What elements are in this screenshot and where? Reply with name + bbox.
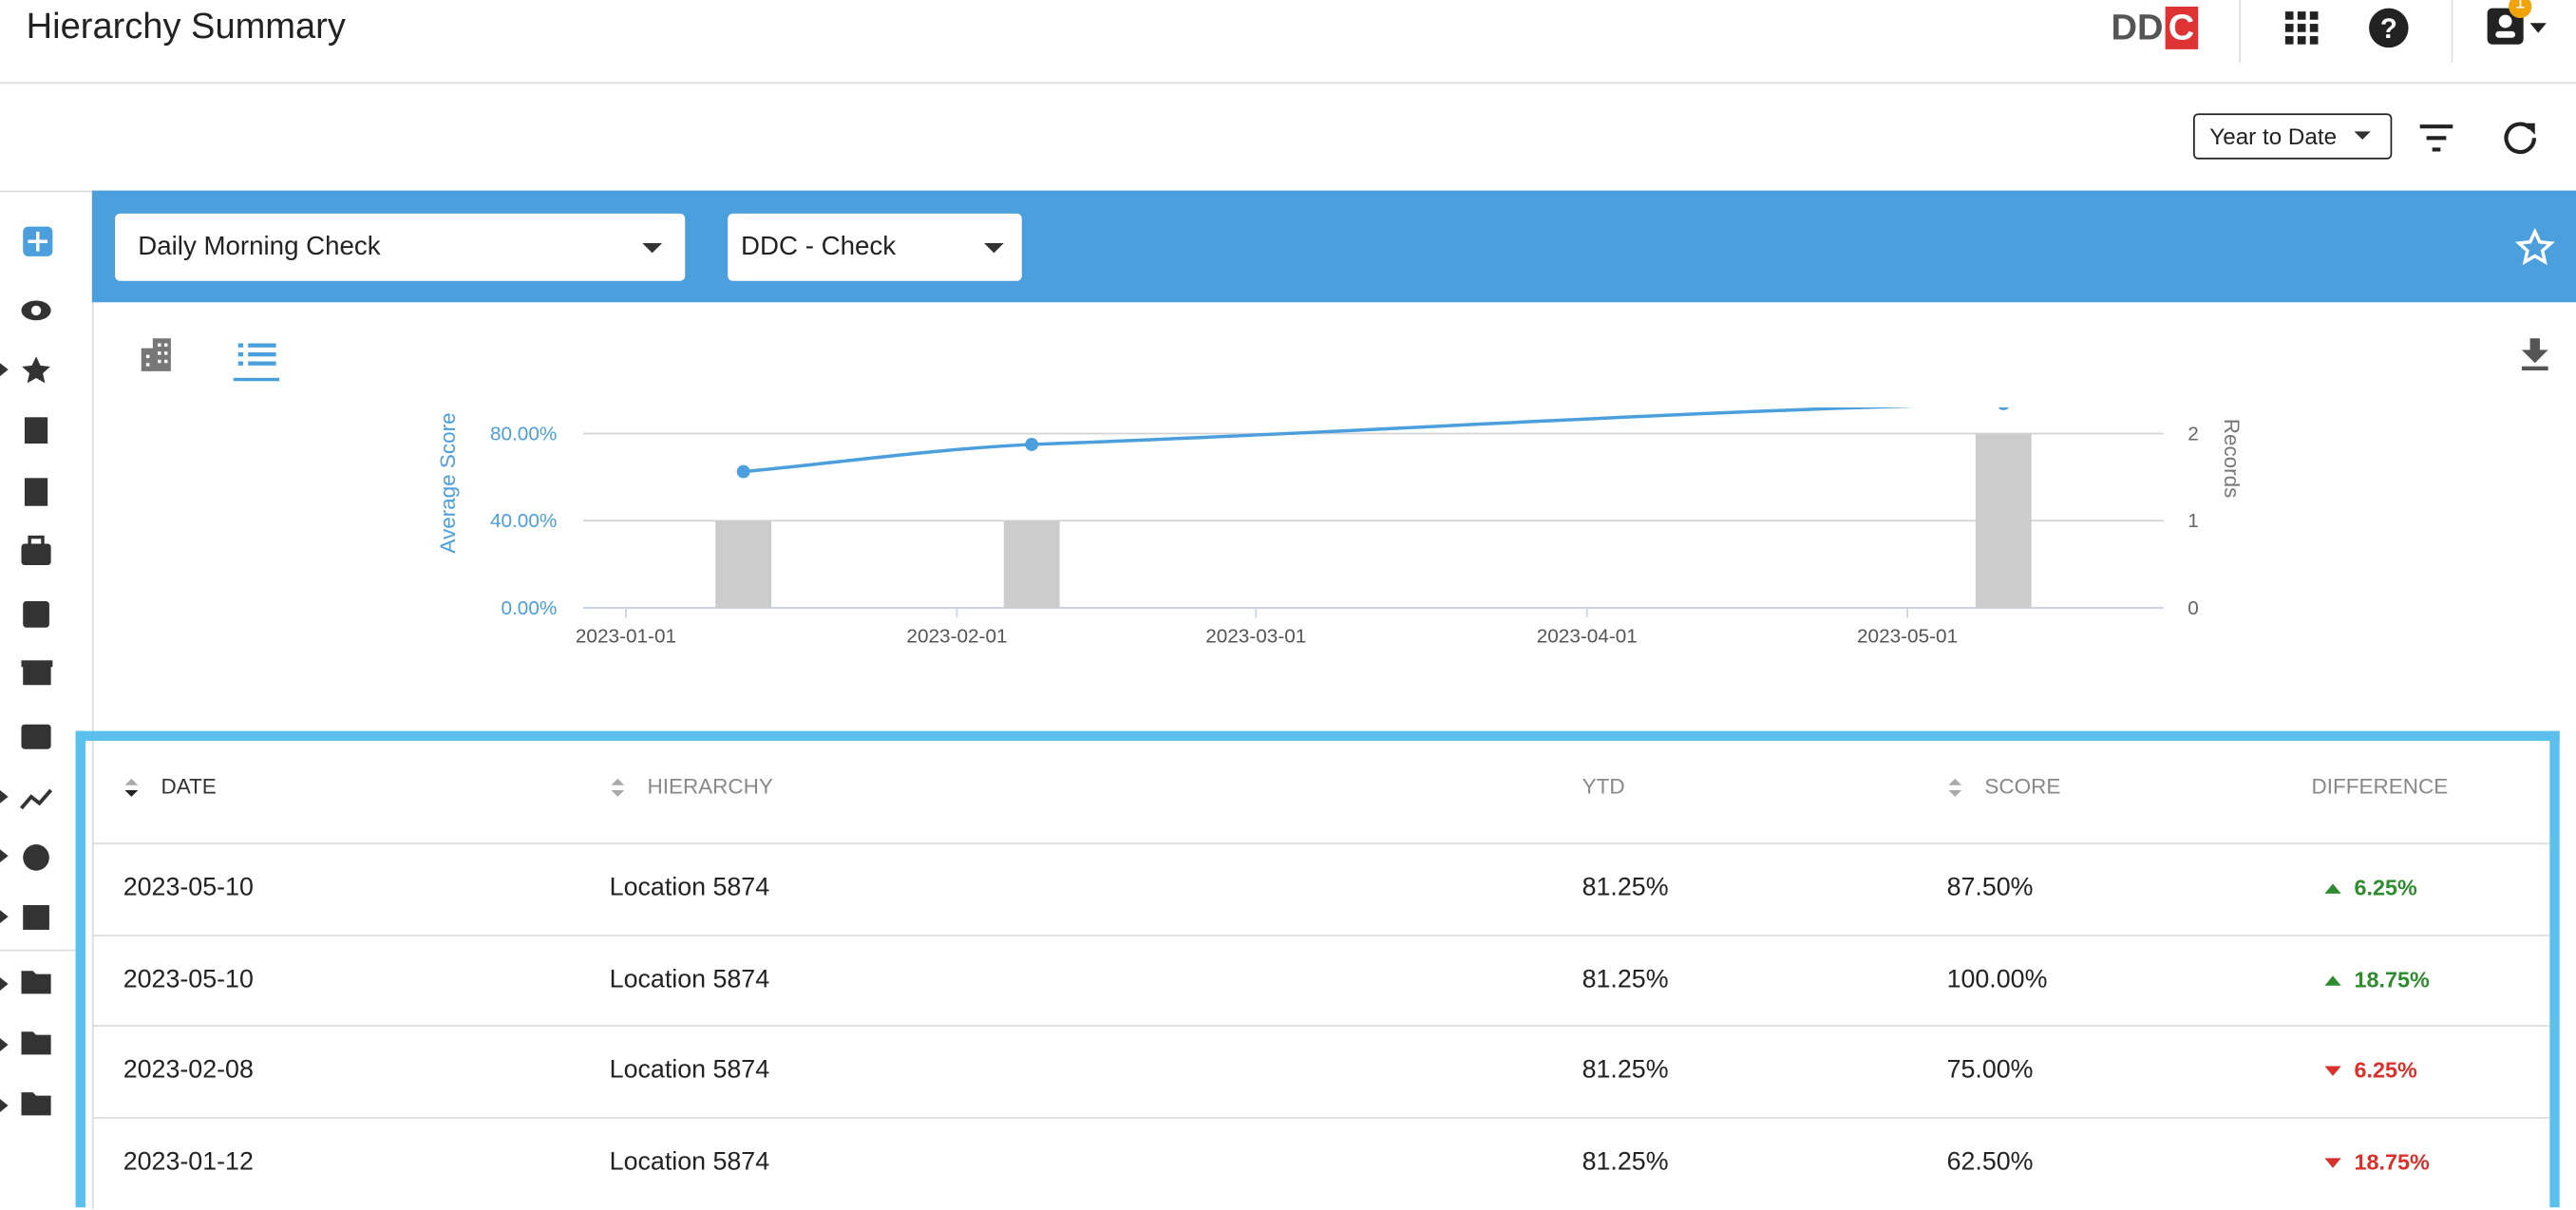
difference: 18.75% — [2354, 966, 2430, 992]
sort-icon[interactable] — [1948, 775, 1964, 802]
bar — [1003, 520, 1060, 608]
chart: 0.00% 40.00% 80.00% 0 1 2 2023-01-01 2023-02-01… — [436, 406, 2244, 647]
difference: 6.25% — [2354, 875, 2417, 900]
caret — [2354, 131, 2371, 141]
x-tick-label: 2023-01-01 — [576, 625, 676, 647]
plot — [715, 406, 2032, 608]
y-tick-label: 40.00% — [490, 510, 557, 532]
divider — [0, 82, 2576, 85]
row-divider — [91, 1116, 2550, 1118]
difference: 6.25% — [2354, 1057, 2417, 1083]
notifications-icon[interactable] — [2484, 0, 2563, 56]
cell: 75.00% — [1946, 1056, 2034, 1085]
sidebar-border — [91, 190, 94, 1209]
cell: 81.25% — [1582, 1056, 1669, 1085]
line — [743, 406, 1918, 474]
row-divider — [91, 934, 2550, 936]
cell: 81.25% — [1582, 874, 1669, 902]
point — [1998, 406, 2009, 410]
caret — [642, 242, 663, 253]
row-divider — [91, 1025, 2550, 1027]
y-tick-label: 0.00% — [501, 597, 557, 619]
difference: 18.75% — [2354, 1148, 2430, 1174]
y2-tick-label: 0 — [2188, 597, 2199, 619]
y-tick-label: 80.00% — [490, 423, 557, 444]
cell: 81.25% — [1582, 1147, 1669, 1176]
cell: Location 5874 — [609, 965, 770, 993]
column-header: DATE — [161, 773, 217, 799]
help-icon[interactable]: ? — [2367, 7, 2410, 49]
hierarchy-tab[interactable] — [138, 335, 178, 375]
cell: Location 5874 — [609, 1056, 770, 1085]
group-select[interactable]: DDC - Check — [728, 213, 1022, 281]
column-header: HIERARCHY — [647, 773, 773, 799]
column-header: DIFFERENCE — [2311, 773, 2449, 799]
cell: 2023-05-10 — [123, 874, 254, 902]
row-divider — [91, 842, 2550, 845]
bar — [715, 520, 772, 608]
cell: 62.50% — [1946, 1147, 2034, 1176]
group-label: DDC - Check — [741, 232, 897, 261]
notification-badge: 1 — [2514, 0, 2526, 13]
x-tick-label: 2023-04-01 — [1537, 625, 1638, 647]
cell: Location 5874 — [609, 874, 770, 902]
y2-tick-label: 1 — [2188, 510, 2199, 532]
cell: 87.50% — [1946, 874, 2034, 902]
cell: Location 5874 — [609, 1147, 770, 1176]
divider — [0, 949, 76, 952]
caret — [984, 242, 1004, 253]
x-tick-label: 2023-02-01 — [906, 625, 1007, 647]
cell: 2023-05-10 — [123, 965, 254, 993]
trend-arrow — [2324, 1066, 2341, 1076]
divider — [2239, 0, 2242, 63]
column-header: YTD — [1582, 773, 1625, 799]
sidebar — [0, 226, 53, 1116]
cell: 2023-01-12 — [123, 1147, 254, 1176]
x-tick-label: 2023-03-01 — [1205, 625, 1306, 647]
y2-tick-label: 2 — [2188, 423, 2199, 444]
check-label: Daily Morning Check — [138, 232, 381, 261]
cell: 2023-02-08 — [123, 1056, 254, 1085]
trend-arrow — [2324, 974, 2341, 985]
trend-arrow — [2324, 1157, 2341, 1167]
bar — [1975, 433, 2032, 608]
divider — [2451, 0, 2453, 63]
filter-icon[interactable] — [2418, 122, 2454, 155]
period-select[interactable]: Year to Date — [2193, 113, 2393, 160]
column-header: SCORE — [1984, 773, 2061, 799]
y-axis-label: Average Score — [436, 412, 460, 553]
logo-text: C — [2165, 6, 2198, 49]
period-label: Year to Date — [2209, 123, 2338, 150]
logo-text: DD — [2111, 6, 2164, 48]
plot-clip — [715, 406, 2032, 608]
x-tick-label: 2023-05-01 — [1857, 625, 1958, 647]
cell: 100.00% — [1946, 965, 2048, 993]
y2-axis-label: Records — [2220, 419, 2244, 499]
refresh-icon[interactable] — [2502, 120, 2538, 156]
check-select[interactable]: Daily Morning Check — [115, 213, 686, 281]
page-title: Hierarchy Summary — [26, 5, 346, 47]
logo: DD C — [2111, 6, 2198, 49]
cell: 81.25% — [1582, 965, 1669, 993]
sort-icon[interactable] — [124, 775, 141, 802]
table-frame — [75, 730, 2560, 1208]
download-icon[interactable] — [2518, 337, 2551, 373]
favorite-icon[interactable] — [2515, 228, 2555, 268]
point — [1025, 438, 1039, 451]
apps-icon[interactable] — [2283, 9, 2320, 46]
svg-text:?: ? — [2380, 13, 2397, 45]
sort-icon[interactable] — [611, 775, 627, 802]
point — [736, 464, 750, 479]
trend-arrow — [2324, 883, 2341, 894]
list-tab[interactable] — [233, 335, 283, 385]
